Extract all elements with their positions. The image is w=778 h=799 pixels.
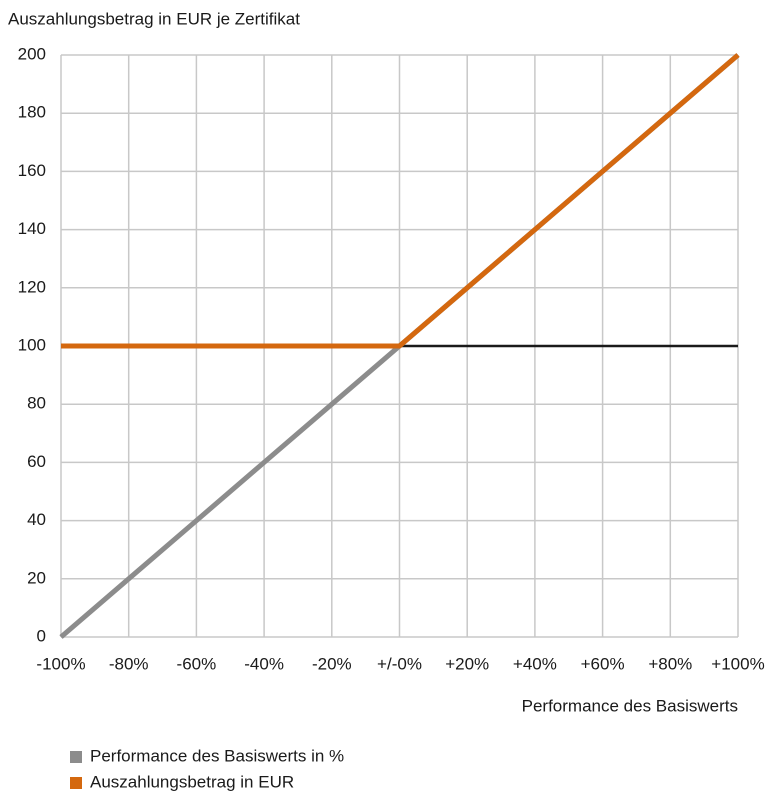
x-tick-label: -80% [109, 654, 149, 673]
legend-label: Auszahlungsbetrag in EUR [90, 772, 294, 791]
y-tick-label: 120 [18, 277, 46, 296]
line-series [61, 53, 740, 349]
x-tick-label: -20% [312, 654, 352, 673]
y-tick-label: 60 [27, 452, 46, 471]
y-tick-label: 20 [27, 568, 46, 587]
x-tick-label: -60% [177, 654, 217, 673]
y-tick-label: 160 [18, 161, 46, 180]
legend-label: Performance des Basiswerts in % [90, 746, 344, 765]
y-tick-label: 40 [27, 510, 46, 529]
x-tick-label: +40% [513, 654, 557, 673]
y-tick-label: 80 [27, 394, 46, 413]
x-tick-label: +20% [445, 654, 489, 673]
y-axis-label: Auszahlungsbetrag in EUR je Zertifikat [8, 9, 300, 28]
x-tick-label: +60% [581, 654, 625, 673]
x-tick-label: -100% [36, 654, 85, 673]
legend-swatch [70, 751, 82, 763]
y-tick-label: 180 [18, 103, 46, 122]
x-tick-label: +100% [711, 654, 764, 673]
x-axis-label: Performance des Basiswerts [522, 696, 738, 715]
y-tick-label: 100 [18, 335, 46, 354]
y-tick-label: 200 [18, 44, 46, 63]
x-tick-label: +80% [648, 654, 692, 673]
x-tick-label: +/-0% [377, 654, 422, 673]
y-tick-label: 0 [37, 626, 46, 645]
y-tick-label: 140 [18, 219, 46, 238]
legend-swatch [70, 777, 82, 789]
x-tick-label: -40% [244, 654, 284, 673]
